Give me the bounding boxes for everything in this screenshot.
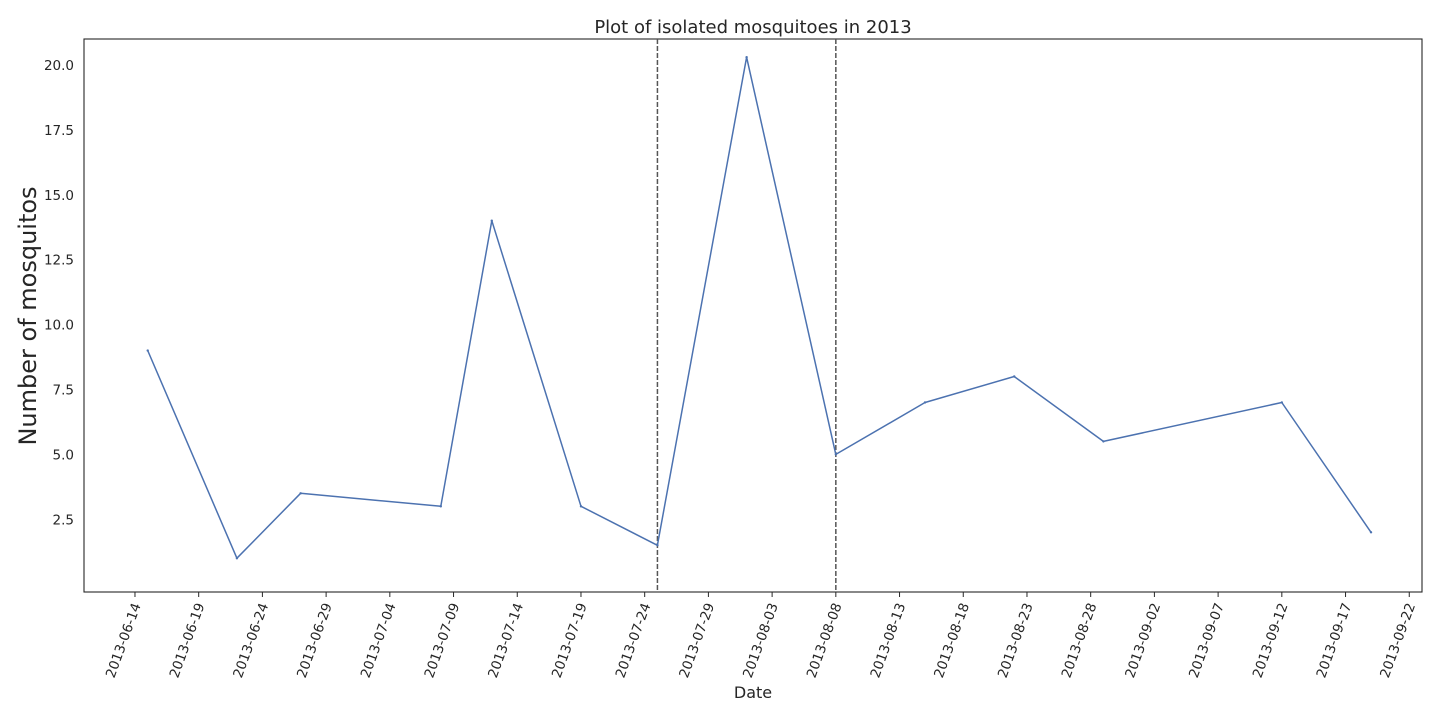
data-point bbox=[439, 505, 442, 508]
data-point bbox=[834, 453, 838, 456]
y-tick-label: 7.5 bbox=[53, 382, 74, 398]
x-tick-label: 2013-08-28 bbox=[1059, 601, 1101, 680]
data-point bbox=[1369, 531, 1373, 534]
series-line bbox=[147, 56, 1372, 559]
x-tick-label: 2013-08-08 bbox=[804, 601, 846, 680]
y-axis-label: Number of mosquitos bbox=[14, 186, 42, 445]
x-tick-label: 2013-08-13 bbox=[867, 601, 909, 680]
x-tick-label: 2013-07-09 bbox=[421, 601, 463, 680]
x-tick-label: 2013-07-14 bbox=[485, 601, 527, 680]
x-tick-label: 2013-08-03 bbox=[740, 601, 782, 680]
x-tick-label: 2013-06-24 bbox=[230, 601, 272, 680]
data-point bbox=[490, 219, 493, 222]
x-tick-label: 2013-07-24 bbox=[613, 601, 655, 680]
x-tick-label: 2013-09-02 bbox=[1122, 601, 1164, 680]
y-tick-label: 10.0 bbox=[44, 318, 74, 334]
data-point bbox=[235, 557, 239, 560]
x-axis-label: Date bbox=[734, 683, 772, 702]
plot-frame bbox=[83, 38, 1423, 593]
x-tick-label: 2013-08-23 bbox=[995, 601, 1037, 680]
x-tick-label: 2013-07-29 bbox=[676, 601, 718, 680]
data-point bbox=[1280, 401, 1284, 404]
x-tick-label: 2013-09-12 bbox=[1250, 601, 1292, 680]
y-tick-label: 2.5 bbox=[53, 512, 74, 528]
x-tick-label: 2013-07-04 bbox=[358, 601, 400, 680]
y-tick-label: 20.0 bbox=[44, 58, 74, 74]
data-point bbox=[579, 505, 583, 508]
y-tick-label: 12.5 bbox=[44, 253, 74, 269]
y-tick-label: 15.0 bbox=[44, 188, 74, 204]
data-point bbox=[146, 349, 149, 352]
data-point bbox=[1013, 375, 1016, 378]
x-tick-label: 2013-09-07 bbox=[1186, 601, 1228, 680]
x-tick-label: 2013-06-19 bbox=[167, 601, 209, 680]
x-tick-label: 2013-08-18 bbox=[931, 601, 973, 680]
chart-title: Plot of isolated mosquitoes in 2013 bbox=[594, 17, 911, 38]
x-tick-label: 2013-06-29 bbox=[294, 601, 336, 680]
data-point bbox=[923, 401, 927, 404]
data-point bbox=[299, 492, 302, 495]
data-point bbox=[656, 544, 659, 547]
x-tick-label: 2013-09-22 bbox=[1377, 601, 1419, 680]
data-point bbox=[1102, 440, 1105, 443]
data-point bbox=[745, 55, 748, 59]
x-tick-label: 2013-07-19 bbox=[549, 601, 591, 680]
x-tick-label: 2013-06-14 bbox=[103, 601, 145, 680]
y-tick-label: 17.5 bbox=[44, 123, 74, 139]
x-tick-label: 2013-09-17 bbox=[1313, 601, 1355, 680]
y-tick-label: 5.0 bbox=[53, 447, 74, 463]
